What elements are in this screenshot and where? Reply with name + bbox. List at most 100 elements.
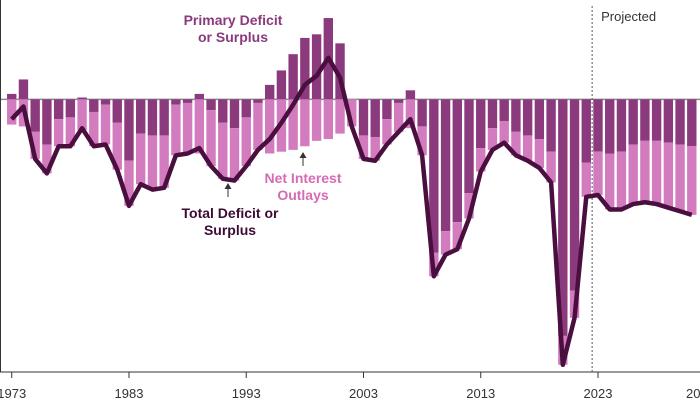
interest-bar [42,144,52,174]
primary-bar [675,99,685,145]
primary-bar [358,99,369,136]
primary-bar [464,99,474,194]
interest-bar [522,135,533,161]
interest-bar [417,126,427,156]
interest-bar [358,135,369,159]
interest-bar [229,128,240,181]
interest-bar [206,110,216,167]
primary-bar [253,99,263,103]
x-tick-label: 1993 [232,386,261,401]
interest-bar [382,119,392,145]
primary-bar [159,99,169,136]
primary-bar [30,99,40,132]
x-tick-label: 1973 [0,386,26,401]
interest-bar [628,144,638,205]
interest-bar [452,222,462,250]
interest-bar [347,99,357,127]
primary-bar [264,84,275,100]
interest-bar [675,144,685,212]
series-label: Primary Deficit or Surplus [183,12,283,45]
interest-bar [194,99,205,154]
primary-bar [124,99,134,161]
primary-bar [182,99,193,103]
primary-bar [77,97,87,100]
x-tick-label: 20 [686,386,700,401]
interest-bar [640,140,650,203]
primary-bar [229,99,240,129]
x-tick-label: 2003 [349,386,378,401]
interest-bar [663,142,674,208]
projection-label: Projected [601,9,656,24]
primary-bar [206,99,216,111]
primary-bar [194,93,205,100]
primary-bar [147,99,158,136]
interest-bar [323,99,333,140]
primary-bar [18,79,29,100]
primary-bar [534,99,545,140]
interest-bar [77,99,87,131]
interest-bar [534,139,545,168]
primary-bar [476,99,486,149]
interest-bar [182,102,193,154]
interest-bar [124,160,134,206]
total-line [10,55,693,368]
interest-bar [405,99,416,129]
primary-bar [569,99,580,291]
interest-bar [30,131,40,159]
primary-bar [53,99,64,120]
primary-bar [522,99,533,136]
interest-bar [159,135,169,188]
x-tick-label: 2023 [584,386,613,401]
primary-bar [370,99,380,138]
primary-bar [100,99,111,105]
primary-bar [417,99,427,127]
primary-bar [605,99,615,154]
series-label: Net Interest Outlays [264,170,342,203]
primary-bar [382,99,392,120]
interest-bar [89,111,99,147]
primary-bar [429,99,439,253]
primary-bar [42,99,52,145]
primary-bar [311,34,322,100]
primary-bar [628,99,638,145]
primary-bar [89,99,99,112]
interest-bar [511,131,521,156]
series-label: Total Deficit or Surplus [181,205,279,238]
interest-bar [218,122,228,179]
x-tick-label: 1983 [115,386,144,401]
primary-bar [663,99,674,143]
primary-bar [558,99,568,336]
primary-bar [487,99,498,129]
interest-bar [53,119,64,147]
interest-bar [440,231,451,255]
interest-bar [171,104,181,156]
interest-bar [241,117,251,167]
interest-bar [605,153,615,210]
interest-bar [581,162,591,197]
interest-bar [264,99,275,154]
interest-bar [65,117,76,147]
interest-bar [335,99,345,134]
primary-bar [65,99,76,118]
interest-bar [464,193,474,219]
primary-bar [581,99,591,163]
primary-bar [218,99,228,123]
primary-bar [300,37,310,100]
interest-bar [311,99,322,141]
interest-bar [593,151,603,196]
primary-bar [335,43,345,100]
interest-bar [487,128,498,150]
primary-bar [7,93,17,100]
interest-bar [476,148,486,172]
interest-bar [100,104,111,145]
interest-bar [546,151,556,183]
primary-bar [452,99,462,223]
arrow-head [224,183,232,189]
primary-bar [241,99,251,118]
interest-bar [147,135,158,190]
primary-bar [288,54,298,100]
primary-bar [136,99,146,134]
interest-bar [393,102,404,132]
interest-bar [499,120,509,143]
